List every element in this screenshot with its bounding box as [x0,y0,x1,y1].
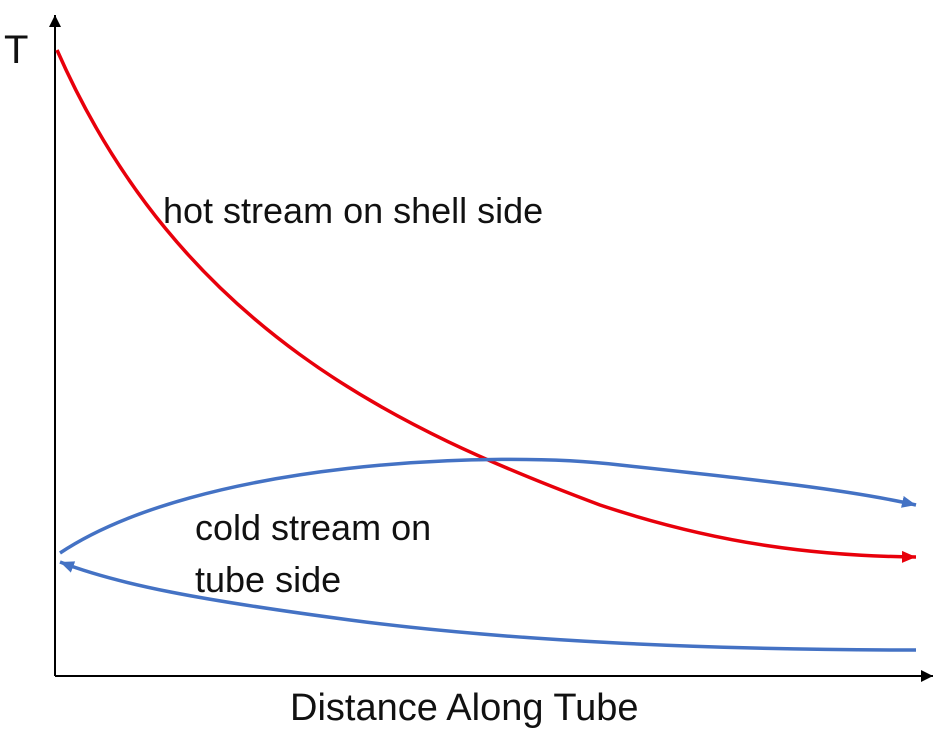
cold-stream-label-line2: tube side [195,559,341,600]
y-axis-label: T [4,28,28,72]
x-axis-label: Distance Along Tube [290,687,639,729]
hot-stream-label: hot stream on shell side [163,190,543,231]
cold-stream-label-line1: cold stream on [195,507,431,548]
cold-stream-return-pass [59,560,917,652]
hot-stream-curve [55,49,917,563]
cold-stream-outgoing-pass [59,457,917,555]
